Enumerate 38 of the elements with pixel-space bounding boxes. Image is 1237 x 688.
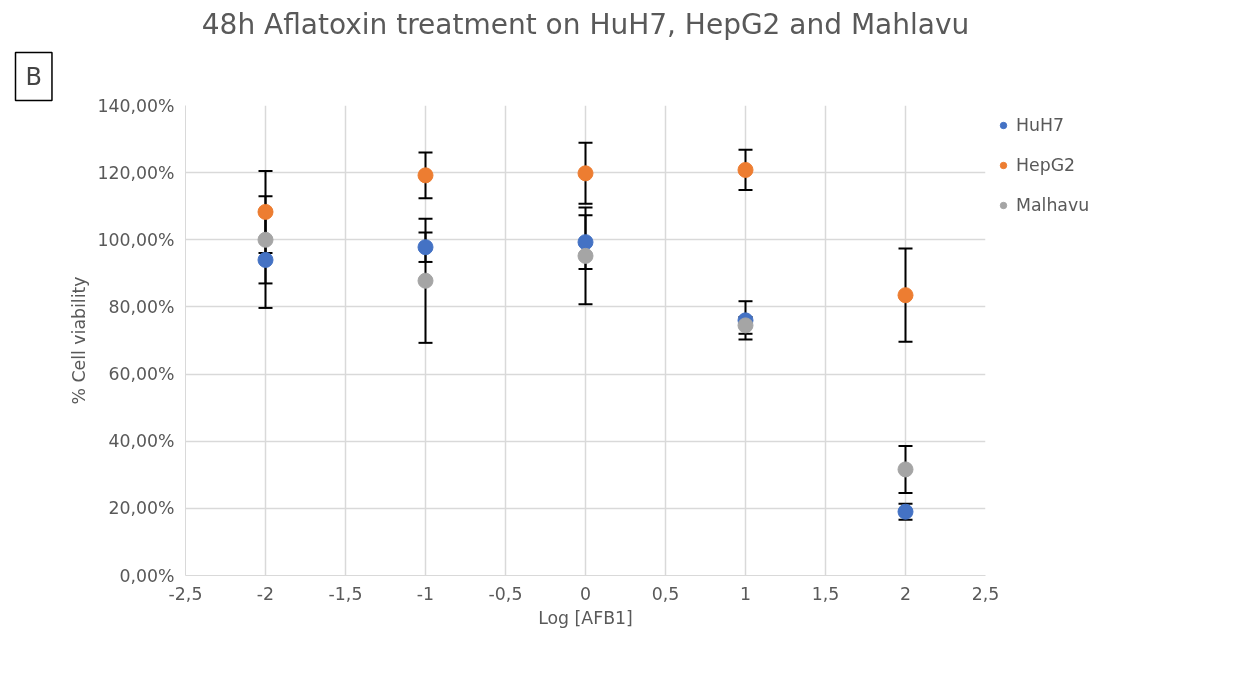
x-tick-label: -2,5 <box>168 583 203 604</box>
y-axis-title: % Cell viability <box>69 276 90 405</box>
point <box>257 231 274 248</box>
text: B <box>25 62 42 91</box>
x-tick-label: 2 <box>899 583 912 604</box>
x-tick-label: -2 <box>256 583 275 604</box>
legend-label: HepG2 <box>1016 155 1076 175</box>
x-tick-label: -1 <box>416 583 435 604</box>
legend-label: HuH7 <box>1016 115 1065 135</box>
chart-title: 48h Aflatoxin treatment on HuH7, HepG2 and Mahlavu <box>201 7 970 41</box>
y-tick-label: 60,00% <box>108 364 175 385</box>
y-tick-label: 140,00% <box>97 95 175 116</box>
point <box>257 203 274 220</box>
x-tick-label: 2,5 <box>971 583 1000 604</box>
x-tick-label: 0,5 <box>651 583 680 604</box>
point <box>417 272 434 289</box>
x-axis-title: Log [AFB1] <box>538 607 633 628</box>
x-tick-label: 1,5 <box>811 583 840 604</box>
point <box>897 461 914 478</box>
point <box>257 251 274 268</box>
point <box>897 287 914 304</box>
point <box>417 239 434 256</box>
y-tick-label: 20,00% <box>108 498 175 519</box>
x-tick-label: 0 <box>579 583 592 604</box>
legend-label: Malhavu <box>1016 195 1090 215</box>
point <box>577 165 594 182</box>
x-tick-label: -0,5 <box>488 583 523 604</box>
point <box>417 167 434 184</box>
y-tick-label: 100,00% <box>97 229 175 250</box>
y-tick-label: 80,00% <box>108 296 175 317</box>
x-tick-label: -1,5 <box>328 583 363 604</box>
y-tick-label: 120,00% <box>97 162 175 183</box>
point <box>577 247 594 264</box>
y-tick-label: 40,00% <box>108 431 175 452</box>
x-tick-label: 1 <box>739 583 752 604</box>
y-tick-label: 0,00% <box>119 565 175 586</box>
point <box>737 161 754 178</box>
point <box>577 234 594 251</box>
